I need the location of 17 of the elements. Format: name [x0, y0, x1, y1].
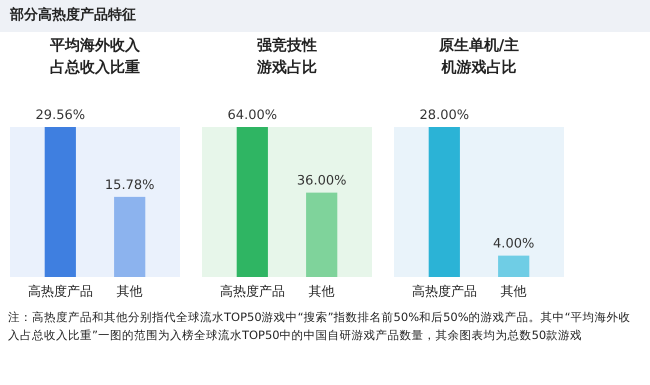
- x-tick-label: 其他: [116, 284, 143, 300]
- x-tick-label: 其他: [308, 284, 335, 300]
- x-tick-label: 高热度产品: [220, 284, 285, 300]
- text: 注：高热度产品和其他分别指代全球流水TOP50游戏中“搜索”指数排名前50%和后50%的游戏产品。其中“平均海外收入占总收入比重”一图的范围为入榜全球流水TOP50中的中国自研游戏产品数量，其余图表均为总数50款游戏: [7, 309, 632, 344]
- data-label: 36.00%: [296, 174, 346, 189]
- data-label: 4.00%: [493, 236, 534, 252]
- data-label: 28.00%: [420, 108, 470, 123]
- data-label: 64.00%: [228, 108, 278, 123]
- x-tick-label: 高热度产品: [412, 284, 477, 300]
- text: 部分高热度产品特征: [0, 0, 650, 32]
- chart-title: 原生单机/主机游戏占比: [438, 36, 520, 76]
- chart-title: 平均海外收入占总收入比重: [49, 36, 141, 76]
- data-label: 29.56%: [36, 108, 86, 123]
- data-label: 15.78%: [104, 178, 154, 193]
- x-tick-label: 其他: [500, 284, 527, 300]
- x-tick-label: 高热度产品: [28, 284, 93, 300]
- chart-title: 强竞技性游戏占比: [256, 36, 317, 76]
